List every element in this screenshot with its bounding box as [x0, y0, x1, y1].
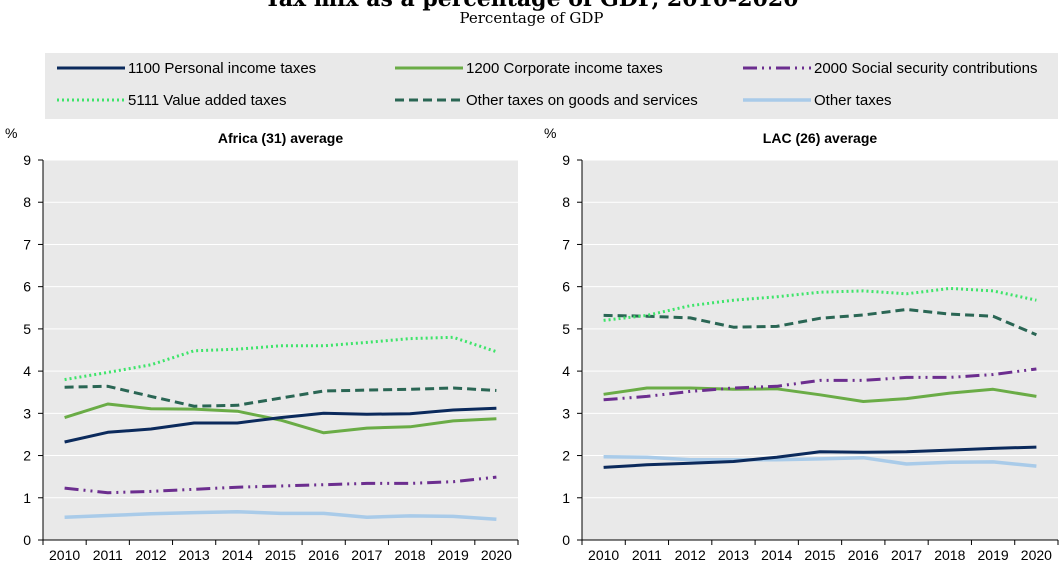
chart-subtitle: Percentage of GDP	[459, 9, 604, 27]
series-line-goods	[603, 308, 1037, 337]
y-tick-label: 7	[562, 236, 570, 252]
x-tick-label: 2012	[135, 547, 166, 563]
chart-panel-0: 0 1 2 3 4 5 6 7 8 9 2010 2011 2012 2013 2014 2015 2016 20…	[5, 125, 519, 563]
x-tick-label: 2016	[848, 547, 879, 563]
y-tick-label: 1	[562, 490, 570, 506]
series-line-social	[64, 475, 497, 495]
y-tick-label: 9	[23, 152, 31, 168]
y-tick-label: 5	[23, 321, 31, 337]
x-tick-label: 2017	[891, 547, 922, 563]
legend-item-other: Other taxes	[743, 90, 892, 110]
series-line-other	[64, 509, 497, 522]
legend-label: 1100 Personal income taxes	[128, 59, 317, 77]
y-tick-label: 5	[562, 321, 570, 337]
x-tick-label: 2014	[761, 547, 792, 563]
legend-swatch-vat	[57, 98, 125, 102]
x-tick-label: 2020	[1021, 547, 1052, 563]
panel-title: Africa (31) average	[218, 130, 344, 146]
legend-swatch-personal	[57, 66, 125, 70]
legend-label: 2000 Social security contributions	[814, 59, 1038, 77]
x-tick-label: 2011	[632, 547, 662, 563]
x-tick-label: 2020	[481, 547, 512, 563]
chart-panel-1: 0 1 2 3 4 5 6 7 8 9 2010 2011 2012 2013 2014 2015 2016 20…	[544, 125, 1059, 563]
y-tick-label: 4	[562, 363, 570, 379]
x-tick-label: 2017	[351, 547, 382, 563]
y-tick-label: 0	[562, 532, 570, 548]
legend-swatch-other	[743, 98, 811, 102]
y-tick-label: 0	[23, 532, 31, 548]
x-tick-label: 2019	[438, 547, 469, 563]
plot-area	[43, 160, 518, 540]
series-line-personal	[64, 406, 497, 444]
y-tick-label: 2	[23, 448, 31, 464]
series-line-corporate	[64, 402, 497, 435]
y-tick-label: 3	[562, 405, 570, 421]
x-tick-label: 2010	[588, 547, 619, 563]
x-tick-label: 2014	[222, 547, 253, 563]
y-tick-label: 1	[23, 490, 31, 506]
legend-swatch-corporate	[395, 66, 463, 70]
chart-title: Tax mix as a percentage of GDP, 2010-202…	[0, 0, 1063, 12]
panel-title: LAC (26) average	[763, 130, 878, 146]
legend-label: 5111 Value added taxes	[128, 91, 287, 109]
legend: 1100 Personal income taxes 1200 Corporat…	[45, 53, 1058, 119]
y-tick-label: 7	[23, 236, 31, 252]
x-tick-label: 2015	[804, 547, 835, 563]
legend-item-goods: Other taxes on goods and services	[395, 90, 698, 110]
y-tick-label: 3	[23, 405, 31, 421]
legend-label: Other taxes on goods and services	[466, 91, 698, 109]
x-tick-label: 2018	[394, 547, 425, 563]
plot-area	[582, 160, 1058, 540]
legend-item-social: 2000 Social security contributions	[743, 58, 1037, 78]
legend-item-vat: 5111 Value added taxes	[57, 90, 286, 110]
y-axis-label: %	[5, 125, 17, 141]
series-line-corporate	[603, 386, 1037, 403]
y-tick-label: 4	[23, 363, 31, 379]
series-line-social	[603, 367, 1037, 402]
legend-label: Other taxes	[814, 91, 892, 109]
x-tick-label: 2019	[978, 547, 1009, 563]
x-tick-label: 2018	[934, 547, 965, 563]
y-tick-label: 8	[562, 194, 570, 210]
series-line-goods	[64, 384, 497, 408]
x-tick-label: 2011	[93, 547, 123, 563]
x-tick-label: 2016	[308, 547, 339, 563]
legend-item-personal: 1100 Personal income taxes	[57, 58, 316, 78]
x-tick-label: 2012	[675, 547, 706, 563]
y-axis-label: %	[544, 125, 556, 141]
x-tick-label: 2010	[49, 547, 80, 563]
y-tick-label: 8	[23, 194, 31, 210]
x-tick-label: 2013	[179, 547, 210, 563]
x-tick-label: 2015	[265, 547, 296, 563]
legend-swatch-goods	[395, 98, 463, 102]
legend-label: 1200 Corporate income taxes	[466, 59, 663, 77]
y-tick-label: 6	[562, 279, 570, 295]
y-tick-label: 9	[562, 152, 570, 168]
legend-item-corporate: 1200 Corporate income taxes	[395, 58, 663, 78]
y-tick-label: 6	[23, 279, 31, 295]
y-tick-label: 2	[562, 448, 570, 464]
legend-swatch-social	[743, 66, 811, 70]
series-line-other	[603, 455, 1037, 468]
series-line-personal	[603, 445, 1037, 469]
x-tick-label: 2013	[718, 547, 749, 563]
